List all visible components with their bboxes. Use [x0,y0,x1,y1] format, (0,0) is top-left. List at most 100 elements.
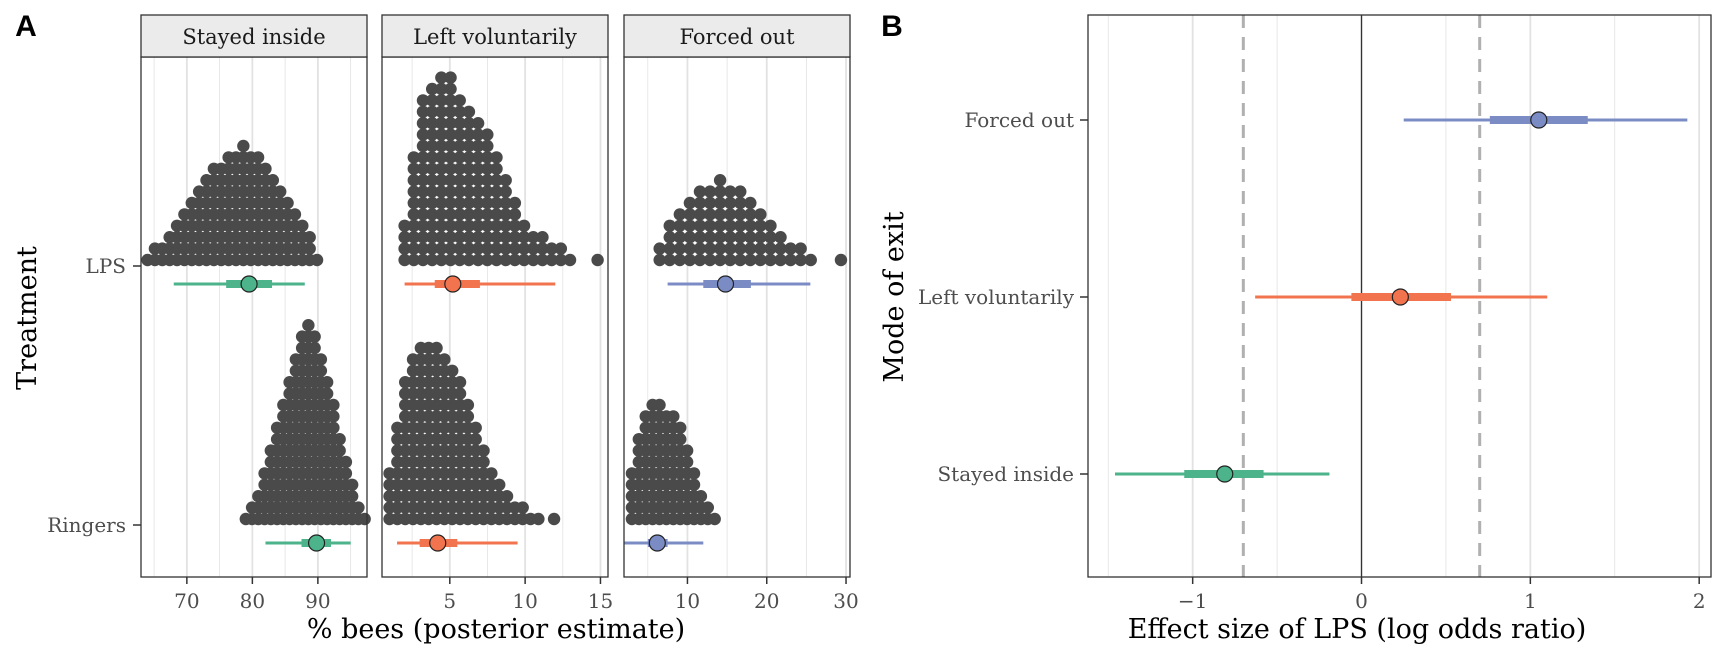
dot [444,242,457,255]
x-tick-label: 5 [443,589,456,613]
dot [398,242,411,255]
dot [453,128,466,141]
dot [490,162,503,175]
dot [352,501,365,514]
dot [547,512,561,526]
dot [288,208,302,221]
dot [703,231,717,244]
dot [453,253,466,267]
dot [673,208,687,221]
dot [754,208,767,221]
dot [435,139,448,153]
dot [734,219,747,232]
dot [339,455,353,469]
dot [444,82,457,96]
facet-2: Forced out 10 20 30 [623,14,859,613]
dot [490,174,503,187]
dot [435,174,448,187]
x-tick-label: 20 [754,589,779,613]
dot [708,512,721,526]
dot [281,196,294,210]
y-axis-title-b: Mode of exit [879,211,910,382]
dot [425,185,439,198]
dot [703,196,717,210]
dot [471,242,485,255]
dot [701,501,715,514]
dot [435,231,448,244]
dot [673,231,687,244]
dot [563,253,577,267]
y-tick-label-lps: LPS [86,254,126,278]
dot [683,231,697,244]
dot [477,444,490,457]
dot [744,242,757,255]
dot [744,208,757,221]
y-tick-label: Stayed inside [937,462,1074,486]
dot [744,219,757,232]
dot [425,139,439,153]
dot [591,253,604,267]
dot [663,231,676,244]
dot [517,242,531,255]
dot [462,105,476,119]
dot [744,196,757,210]
dot [774,253,787,267]
facets: Stayed inside 70 80 90 Left voluntarily 5 10 15… [140,14,859,613]
series-ringers [624,398,721,552]
dot [435,94,448,107]
facet-strip [381,14,609,58]
dot [499,231,512,244]
dot [469,421,482,434]
panel-b: B Mode of exit Effect size of LPS (log o… [879,10,1712,645]
x-tick-label: 15 [588,589,613,613]
x-axis-title-b: Effect size of LPS (log odds ratio) [1128,614,1587,645]
dot [416,139,430,153]
dot [435,162,448,175]
dot [673,219,687,232]
dot [536,253,549,267]
panel-a: A Treatment % bees (posterior estimate) … [12,10,859,645]
dot [683,196,697,210]
plot-border [1087,14,1712,578]
dot [653,242,666,255]
dot [734,185,747,198]
dot [713,231,727,244]
dot [764,219,777,232]
dot [425,94,439,107]
dot [251,151,265,164]
dot [703,219,717,232]
dot [416,117,430,130]
dot [481,139,494,153]
dot [416,162,430,175]
dot [683,242,697,255]
dot [320,387,334,400]
dot [517,253,531,267]
dot [683,253,697,267]
dot [764,231,777,244]
dot [499,208,512,221]
dot [320,376,334,389]
row-stayed-inside [1115,465,1330,483]
dot [545,253,558,267]
dot [462,231,476,244]
median-point [648,534,666,552]
dot [237,139,250,153]
dot [453,105,466,119]
dot [407,231,420,244]
facet-title: Forced out [679,25,795,49]
dot [416,242,430,255]
dot [416,174,430,187]
dot [713,219,727,232]
dot [481,219,494,232]
x-axis-title-a: % bees (posterior estimate) [307,614,685,645]
dot [693,242,707,255]
dot [416,185,430,198]
dot [435,242,448,255]
dot [435,151,448,164]
dot [398,219,411,232]
dot [462,151,476,164]
dot [425,231,439,244]
dot [471,117,485,130]
dot [453,219,466,232]
